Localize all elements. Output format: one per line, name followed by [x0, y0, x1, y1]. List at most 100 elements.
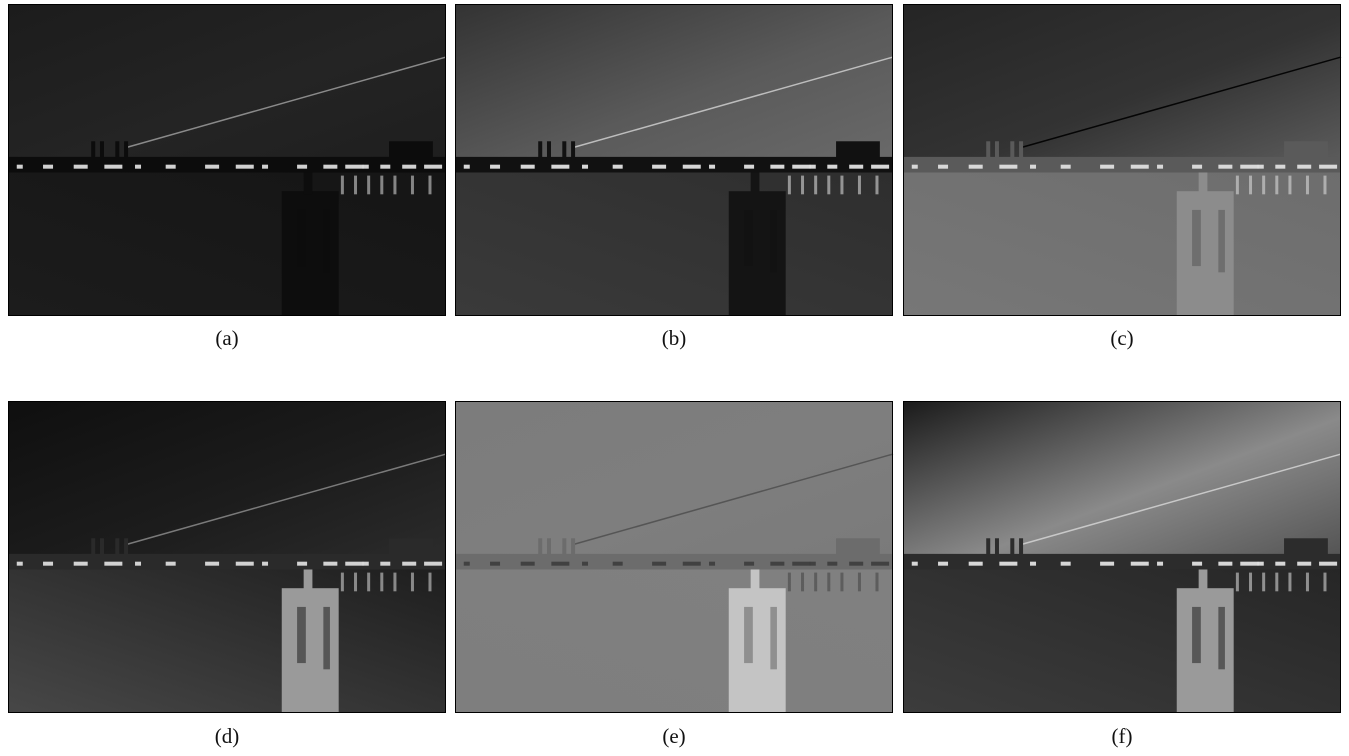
reflection [858, 573, 861, 592]
city-light [43, 562, 53, 566]
city-light [1157, 165, 1163, 169]
post-top [751, 569, 760, 591]
reflection [1236, 176, 1239, 195]
city-light [912, 562, 918, 566]
post [282, 191, 339, 316]
city-light [849, 562, 863, 566]
city-light [849, 165, 863, 169]
reflection [801, 176, 804, 195]
city-light [683, 562, 701, 566]
city-light [582, 562, 588, 566]
post-slot [1192, 607, 1201, 663]
reflection [428, 176, 431, 195]
city-light [1240, 165, 1258, 169]
post-slot [744, 607, 753, 663]
reflection [1288, 176, 1291, 195]
city-light [827, 562, 837, 566]
city-light [345, 165, 363, 169]
city-light [969, 165, 983, 169]
city-light [104, 562, 122, 566]
city-light [1061, 562, 1071, 566]
post-slot [323, 210, 330, 272]
post-top [1199, 569, 1208, 591]
city-light [683, 165, 701, 169]
city-light [402, 562, 416, 566]
post-slot [297, 607, 306, 663]
chimney [91, 141, 95, 160]
city-light [1319, 562, 1337, 566]
image-panel [903, 4, 1341, 316]
reflection [1306, 176, 1309, 195]
reflection [354, 176, 357, 195]
city-light [551, 165, 569, 169]
panel-caption: (b) [662, 326, 687, 350]
chimney [995, 538, 999, 557]
reflection [428, 573, 431, 592]
city-light [135, 165, 141, 169]
city-light [402, 165, 416, 169]
reflection [1262, 573, 1265, 592]
city-light [1030, 562, 1036, 566]
city-light [582, 165, 588, 169]
reflection [788, 573, 791, 592]
reflection [1236, 573, 1239, 592]
panel-caption: (e) [662, 724, 685, 748]
city-light [1100, 165, 1114, 169]
post [729, 588, 786, 713]
reflection [1249, 176, 1252, 195]
reflection [1306, 573, 1309, 592]
reflection [801, 573, 804, 592]
city-light [236, 165, 254, 169]
city-light [1157, 562, 1163, 566]
city-light [205, 165, 219, 169]
chimney [995, 141, 999, 160]
post [282, 588, 339, 713]
post-top [751, 172, 760, 194]
city-light [652, 165, 666, 169]
city-light [135, 562, 141, 566]
city-light [43, 165, 53, 169]
panel-caption: (c) [1110, 326, 1133, 350]
post-slot [1218, 607, 1225, 669]
city-light [810, 562, 816, 566]
panel-caption: (d) [215, 724, 240, 748]
city-light [424, 562, 442, 566]
city-light [1218, 562, 1232, 566]
city-light [521, 165, 535, 169]
chimney [124, 141, 128, 160]
reflection [1288, 573, 1291, 592]
city-light [938, 165, 948, 169]
city-light [613, 165, 623, 169]
post-slot [770, 210, 777, 272]
city-light [1258, 165, 1264, 169]
reflection [341, 573, 344, 592]
chimney [115, 141, 119, 160]
reflection [788, 176, 791, 195]
post-top [1199, 172, 1208, 194]
city-light [363, 562, 369, 566]
post-slot [770, 607, 777, 669]
reflection [875, 573, 878, 592]
reflection [840, 176, 843, 195]
city-light [744, 165, 754, 169]
city-light [744, 562, 754, 566]
city-light [17, 165, 23, 169]
reflection [814, 176, 817, 195]
chimney [124, 538, 128, 557]
reflection [411, 573, 414, 592]
reflection [354, 573, 357, 592]
post-slot [1192, 210, 1201, 266]
city-light [613, 562, 623, 566]
reflection [380, 176, 383, 195]
city-light [871, 165, 889, 169]
sky [8, 401, 446, 566]
city-light [380, 165, 390, 169]
reflection [1275, 573, 1278, 592]
city-light [166, 165, 176, 169]
reflection [858, 176, 861, 195]
city-light [1030, 165, 1036, 169]
post-top [304, 172, 313, 194]
sky [903, 4, 1341, 169]
city-light [969, 562, 983, 566]
reflection [393, 573, 396, 592]
